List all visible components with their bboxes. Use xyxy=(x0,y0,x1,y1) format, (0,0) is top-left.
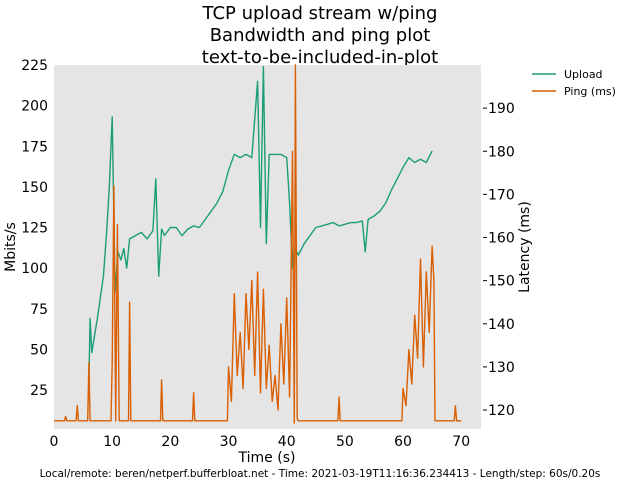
y-tick-label: 175 xyxy=(21,139,48,155)
x-tick-label: 50 xyxy=(336,434,354,450)
y-tick-label: 75 xyxy=(30,302,48,318)
y-tick-label: 225 xyxy=(21,58,48,74)
upload-series-line xyxy=(88,65,433,382)
y-tick-label: 25 xyxy=(30,383,48,399)
y-tick-label: 150 xyxy=(21,180,48,196)
y-right-tick-label: 130 xyxy=(488,360,515,376)
y-axis-label: Mbits/s xyxy=(3,222,19,272)
x-tick-label: 60 xyxy=(394,434,412,450)
legend: Upload Ping (ms) xyxy=(532,68,616,98)
legend-label-upload: Upload xyxy=(564,68,603,81)
chart-title-line-1: TCP upload stream w/ping xyxy=(202,3,438,24)
footer-text: Local/remote: beren/netperf.bufferbloat.… xyxy=(40,468,601,480)
x-tick-label: 70 xyxy=(452,434,470,450)
x-tick-label: 40 xyxy=(278,434,296,450)
x-tick-label: 0 xyxy=(50,434,59,450)
y-tick-label: 200 xyxy=(21,99,48,115)
chart-title-line-2: Bandwidth and ping plot xyxy=(210,25,431,46)
y-right-tick-label: 150 xyxy=(488,274,515,290)
x-tick-label: 20 xyxy=(161,434,179,450)
y-right-tick-label: 190 xyxy=(488,101,515,117)
chart-title-line-3: text-to-be-included-in-plot xyxy=(202,47,438,68)
x-tick-label: 10 xyxy=(103,434,121,450)
x-axis-label: Time (s) xyxy=(238,450,296,466)
y-tick-label: 50 xyxy=(30,342,48,358)
y-right-tick-label: 180 xyxy=(488,144,515,160)
y-tick-label: 100 xyxy=(21,261,48,277)
y-right-tick-label: 160 xyxy=(488,231,515,247)
y-axis-right-label: Latency (ms) xyxy=(517,201,533,293)
y-tick-label: 125 xyxy=(21,221,48,237)
x-tick-label: 30 xyxy=(220,434,238,450)
y-right-tick-label: 120 xyxy=(488,403,515,419)
legend-label-ping: Ping (ms) xyxy=(564,85,616,98)
ping-series-line xyxy=(54,64,462,424)
y-right-tick-label: 140 xyxy=(488,317,515,333)
y-right-tick-label: 170 xyxy=(488,187,515,203)
